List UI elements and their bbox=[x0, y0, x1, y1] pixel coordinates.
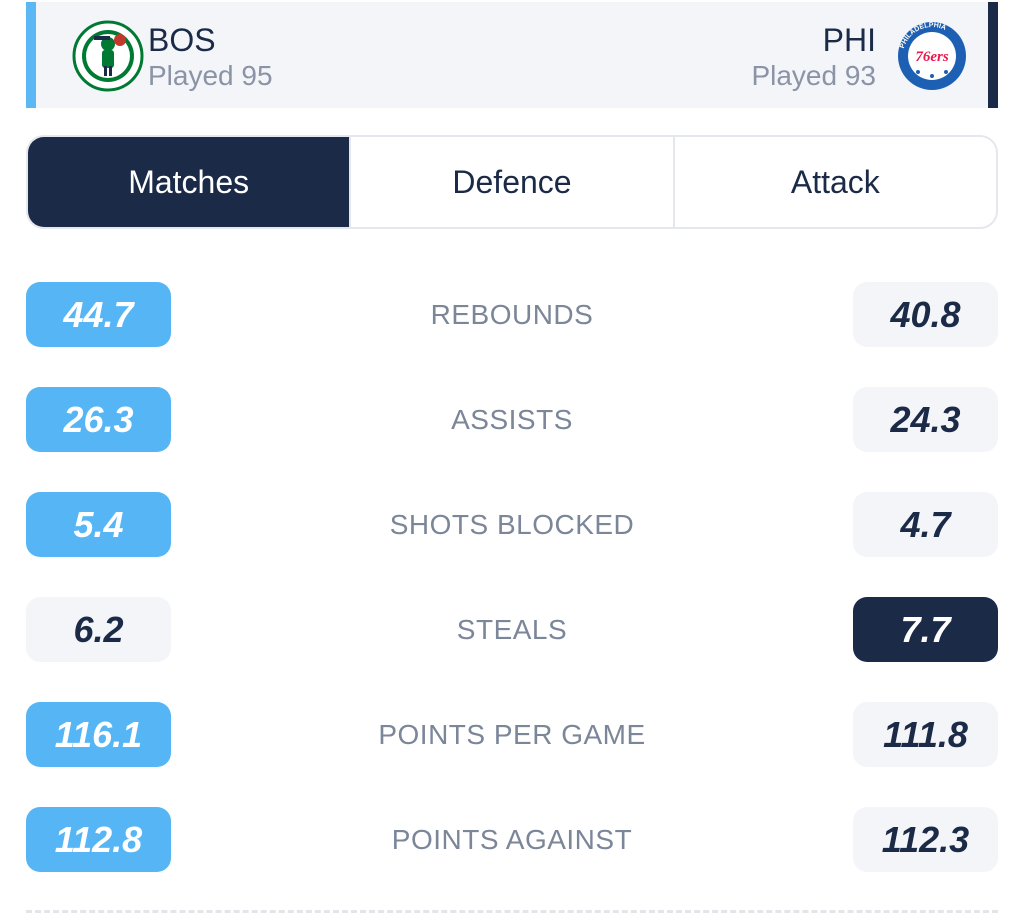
stat-row-steals: 6.2 STEALS 7.7 bbox=[26, 597, 998, 662]
76ers-logo-text: 76ers bbox=[915, 49, 948, 65]
stat-label: STEALS bbox=[456, 613, 568, 645]
tab-matches[interactable]: Matches bbox=[28, 137, 350, 227]
stats-tab-bar: Matches Defence Attack bbox=[26, 135, 998, 229]
stat-row-shots-blocked: 5.4 SHOTS BLOCKED 4.7 bbox=[26, 492, 998, 557]
away-accent-bar bbox=[988, 2, 998, 108]
stat-label: REBOUNDS bbox=[430, 298, 594, 330]
stats-list: 44.7 REBOUNDS 40.8 26.3 ASSISTS 24.3 5.4… bbox=[26, 282, 998, 912]
stat-row-points-per-game: 116.1 POINTS PER GAME 111.8 bbox=[26, 702, 998, 767]
section-divider bbox=[26, 910, 998, 913]
tab-attack[interactable]: Attack bbox=[672, 137, 996, 227]
home-stat-value: 44.7 bbox=[26, 282, 171, 347]
away-stat-value: 24.3 bbox=[853, 387, 998, 452]
stat-row-assists: 26.3 ASSISTS 24.3 bbox=[26, 387, 998, 452]
away-stat-value: 7.7 bbox=[853, 597, 998, 662]
stat-label: POINTS PER GAME bbox=[378, 718, 646, 750]
stat-row-points-against: 112.8 POINTS AGAINST 112.3 bbox=[26, 807, 998, 872]
matchup-header: BOS Played 95 PHI Played 93 PHILADELPHIA… bbox=[26, 2, 998, 108]
home-stat-value: 116.1 bbox=[26, 702, 171, 767]
stat-label: POINTS AGAINST bbox=[391, 823, 633, 855]
away-stat-value: 4.7 bbox=[853, 492, 998, 557]
home-accent-bar bbox=[26, 2, 36, 108]
stat-label: SHOTS BLOCKED bbox=[389, 508, 635, 540]
away-stat-value: 111.8 bbox=[853, 702, 998, 767]
away-team-abbr: PHI bbox=[822, 22, 876, 58]
tab-defence[interactable]: Defence bbox=[349, 137, 672, 227]
home-team-played: Played 95 bbox=[148, 60, 273, 91]
away-team-played: Played 93 bbox=[751, 60, 876, 91]
away-stat-value: 112.3 bbox=[853, 807, 998, 872]
celtics-logo-icon bbox=[72, 20, 144, 92]
stat-row-rebounds: 44.7 REBOUNDS 40.8 bbox=[26, 282, 998, 347]
home-team-abbr: BOS bbox=[148, 22, 216, 58]
76ers-logo-icon: PHILADELPHIA 76ers bbox=[896, 20, 968, 92]
home-stat-value: 5.4 bbox=[26, 492, 171, 557]
away-stat-value: 40.8 bbox=[853, 282, 998, 347]
home-stat-value: 6.2 bbox=[26, 597, 171, 662]
stat-label: ASSISTS bbox=[451, 403, 573, 435]
home-stat-value: 112.8 bbox=[26, 807, 171, 872]
home-stat-value: 26.3 bbox=[26, 387, 171, 452]
